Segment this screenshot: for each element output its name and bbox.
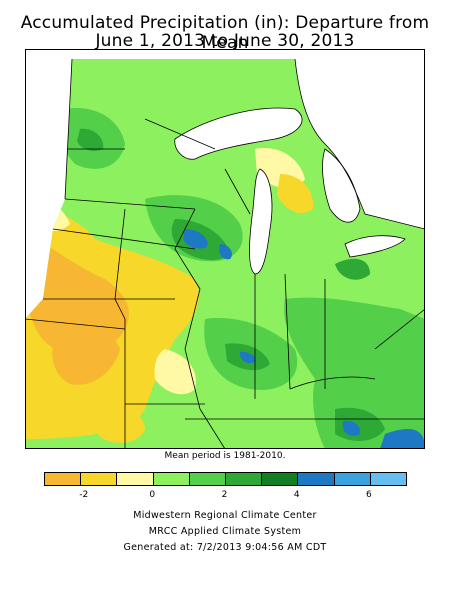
map-title: Accumulated Precipitation (in): Departur…: [20, 13, 430, 53]
footer-organization: Midwestern Regional Climate Center: [133, 510, 317, 521]
legend-tick-label: 0: [149, 490, 156, 500]
region-near-normal-central: [154, 349, 196, 395]
region-very-wet-wisc: [219, 244, 232, 260]
legend-swatch-2: [117, 473, 154, 485]
lake-superior: [174, 108, 303, 160]
lake-huron: [322, 149, 360, 223]
precipitation-departure-map: [25, 49, 425, 449]
region-very-dry-iowa: [25, 239, 129, 353]
state-boundaries: [25, 58, 425, 449]
region-wetter-north: [77, 128, 104, 152]
legend-tick-label: -2: [79, 490, 89, 500]
legend-tick-label: 6: [366, 490, 372, 500]
legend-tick-label: 2: [221, 490, 228, 500]
region-very-wet-illinois: [239, 351, 256, 363]
legend-swatch-0: [45, 473, 82, 485]
legend-swatch-9: [370, 473, 407, 485]
region-wetter-michigan: [335, 258, 370, 280]
region-very-wet-minnesota: [183, 229, 208, 249]
map-date-range: June 1, 2013 to June 30, 2013: [95, 31, 355, 51]
legend-swatch-7: [298, 473, 335, 485]
legend-swatch-5: [226, 473, 263, 485]
region-wet-ohio: [284, 297, 425, 409]
ontario-outside-domain: [295, 59, 425, 229]
footer-system: MRCC Applied Climate System: [148, 526, 302, 537]
color-legend: [44, 472, 407, 486]
region-very-dry-missouri: [52, 319, 120, 385]
region-very-wet-southeast: [380, 429, 425, 449]
region-very-wet-tennessee: [342, 420, 361, 436]
lake-erie: [345, 235, 405, 257]
map-border: [25, 49, 425, 449]
legend-swatch-4: [189, 473, 227, 485]
legend-swatch-6: [262, 473, 299, 485]
legend-swatch-1: [81, 473, 118, 485]
legend-swatch-8: [334, 473, 371, 485]
legend-tick-label: 4: [293, 490, 300, 500]
footer-generated-time: Generated at: 7/2/2013 9:04:56 AM CDT: [123, 542, 327, 553]
region-dry-south: [95, 407, 145, 443]
mean-period-note: Mean period is 1981-2010.: [164, 451, 286, 461]
legend-swatch-3: [153, 473, 190, 485]
lake-michigan: [249, 169, 272, 274]
region-dry-michigan: [277, 174, 314, 214]
legend-tick-labels: -2 0 2 4 6: [44, 490, 407, 502]
lake-outlines: [174, 58, 425, 275]
